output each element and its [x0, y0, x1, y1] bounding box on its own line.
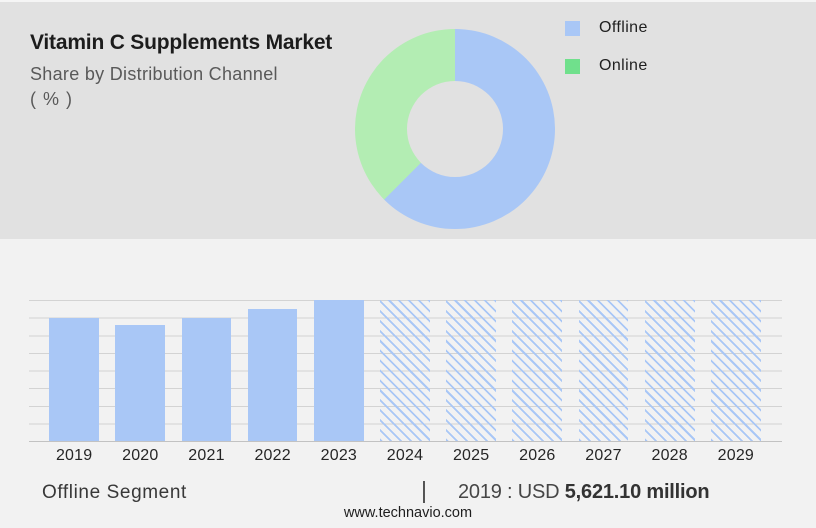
- forecast-bar-2025: [446, 300, 496, 441]
- x-axis-label-2028: 2028: [651, 447, 688, 464]
- x-axis-label-2027: 2027: [585, 447, 622, 464]
- x-axis-label-2025: 2025: [452, 447, 490, 464]
- x-axis-label-2020: 2020: [122, 447, 159, 464]
- x-axis-label-2019: 2019: [55, 447, 93, 464]
- online-swatch-icon: [565, 58, 580, 74]
- segment-value: 2019 : USD 5,621.10 million: [458, 481, 710, 504]
- bar-2023: [313, 300, 364, 441]
- unit-label: ( % ): [30, 88, 73, 109]
- value-prefix: 2019 : USD: [458, 481, 560, 503]
- bar-2021: [181, 318, 232, 441]
- forecast-bar-2029: [711, 300, 761, 441]
- x-axis-label-2023: 2023: [320, 447, 358, 464]
- x-axis-label-2026: 2026: [519, 447, 556, 464]
- bar-2022: [247, 309, 298, 441]
- value-amount: 5,621.10 million: [564, 481, 710, 503]
- legend-label-online: Online: [599, 57, 648, 74]
- forecast-bar-2024: [380, 300, 430, 441]
- forecast-bar-2026: [512, 300, 563, 441]
- bar-2019: [49, 318, 99, 441]
- website-url: www.technavio.com: [343, 505, 473, 521]
- x-axis-label-2022: 2022: [254, 447, 291, 464]
- x-axis-label-2024: 2024: [386, 447, 424, 464]
- title-block: Vitamin C Supplements Market Share by Di…: [30, 30, 332, 110]
- bar-plot: 2019 2020 2021 2022 2023 2024 2025 2026 2027 2028…: [29, 300, 782, 464]
- offline-swatch-icon: [565, 20, 580, 36]
- forecast-bar-2027: [578, 300, 629, 441]
- legend: Offline Online: [565, 16, 648, 92]
- legend-label-offline: Offline: [599, 19, 648, 36]
- page-subtitle: Share by Distribution Channel: [30, 64, 278, 85]
- donut-section: Vitamin C Supplements Market Share by Di…: [0, 0, 816, 239]
- bar-2020: [115, 325, 166, 441]
- page-title: Vitamin C Supplements Market: [30, 31, 333, 54]
- x-axis-label-2021: 2021: [188, 447, 225, 464]
- segment-label: Offline Segment: [42, 482, 187, 503]
- legend-item-offline: Offline: [565, 16, 648, 40]
- footer-separator: |: [421, 477, 427, 503]
- forecast-bar-2028: [644, 300, 695, 441]
- donut-chart: [355, 29, 555, 229]
- legend-item-online: Online: [565, 54, 648, 78]
- x-axis-label-2029: 2029: [717, 447, 755, 464]
